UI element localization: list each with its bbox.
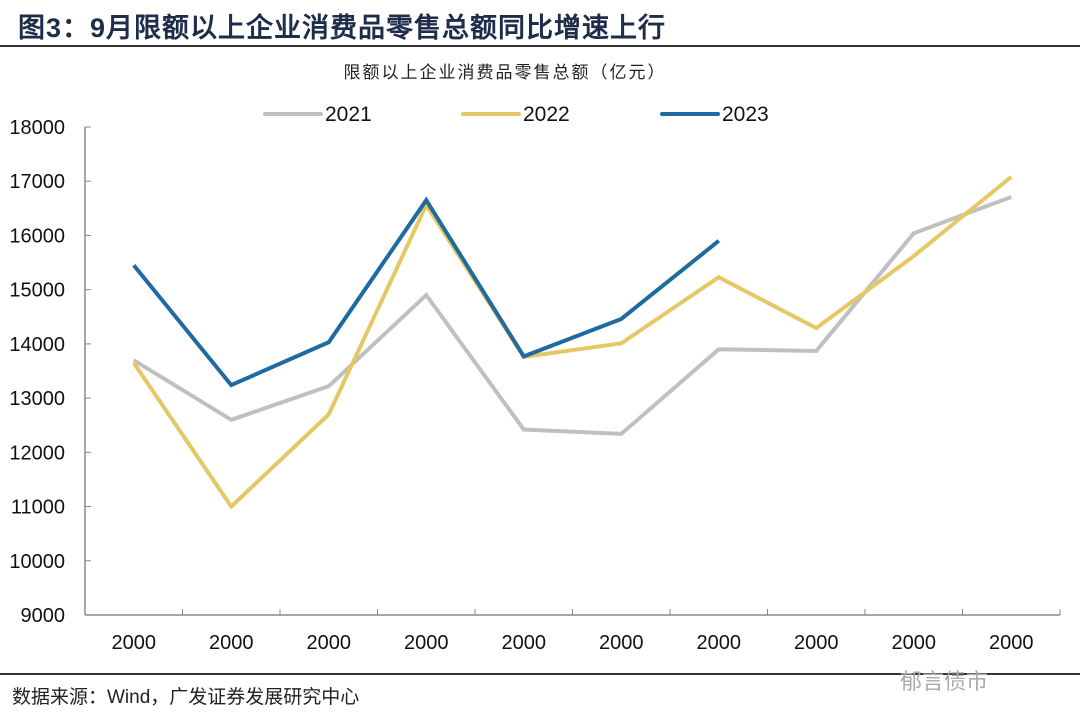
y-tick-label: 18000 <box>9 117 65 139</box>
legend-label-2022: 2022 <box>523 103 570 126</box>
y-tick-label: 15000 <box>9 280 65 302</box>
x-tick-label: 2000 <box>892 632 937 654</box>
footer-divider <box>0 673 1080 675</box>
x-tick-label: 2000 <box>502 632 547 654</box>
y-tick-label: 10000 <box>9 551 65 573</box>
x-tick-label: 2000 <box>794 632 839 654</box>
y-tick-label: 12000 <box>9 442 65 464</box>
title-divider <box>0 45 1080 47</box>
x-tick-label: 2000 <box>599 632 644 654</box>
x-tick-label: 2000 <box>989 632 1034 654</box>
legend-label-2023: 2023 <box>722 103 769 126</box>
y-tick-label: 9000 <box>21 605 66 627</box>
x-tick-label: 2000 <box>307 632 352 654</box>
x-tick-label: 2000 <box>112 632 157 654</box>
legend-label-2021: 2021 <box>325 103 372 126</box>
y-tick-label: 17000 <box>9 171 65 193</box>
x-tick-label: 2000 <box>697 632 742 654</box>
figure-title: 图3：9月限额以上企业消费品零售总额同比增速上行 <box>18 13 667 43</box>
series-line-2021 <box>132 195 1012 436</box>
y-tick-label: 16000 <box>9 225 65 247</box>
y-tick-label: 14000 <box>9 334 65 356</box>
series-line-2022 <box>132 175 1013 510</box>
x-tick-label: 2000 <box>404 632 449 654</box>
x-tick-label: 2000 <box>209 632 254 654</box>
y-tick-label: 11000 <box>11 497 65 519</box>
y-tick-label: 13000 <box>9 388 65 410</box>
source-note: 数据来源：Wind，广发证券发展研究中心 <box>12 687 360 708</box>
watermark: 郁言债市 <box>900 669 989 694</box>
chart-title: 限额以上企业消费品零售总额（亿元） <box>343 63 667 82</box>
